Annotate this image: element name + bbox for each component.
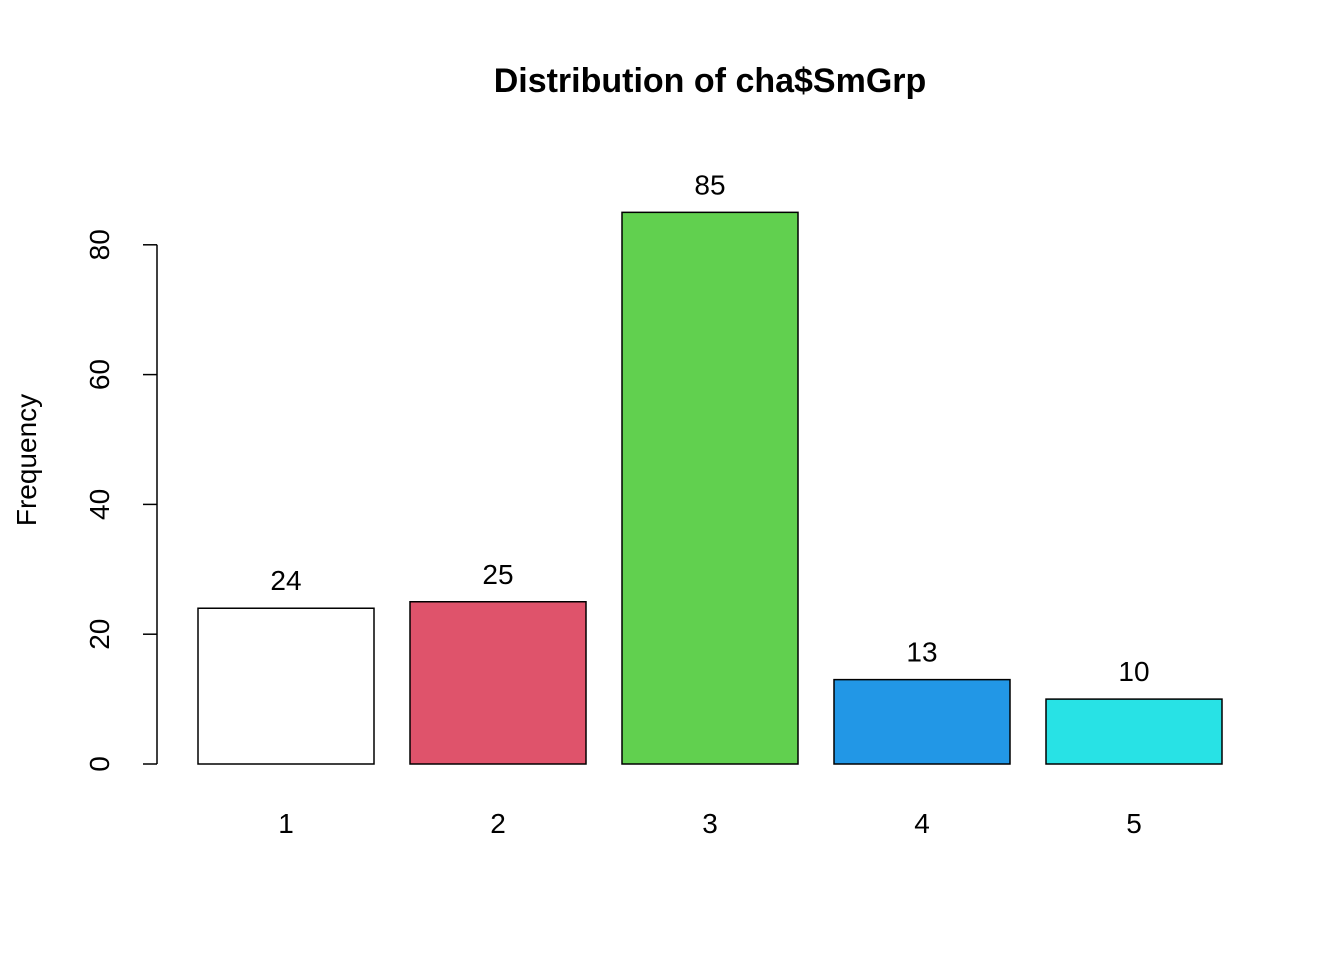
- y-tick-label: 40: [84, 489, 115, 520]
- bar-2: [409, 601, 587, 765]
- bar-1: [197, 607, 375, 765]
- y-tick-label: 60: [84, 359, 115, 390]
- category-label: 5: [1126, 808, 1142, 839]
- value-label: 10: [1118, 656, 1149, 687]
- value-label: 13: [906, 637, 937, 668]
- category-label: 2: [490, 808, 506, 839]
- value-label: 85: [694, 169, 725, 200]
- category-label: 4: [914, 808, 930, 839]
- y-tick-label: 20: [84, 619, 115, 650]
- bar-3: [621, 211, 799, 765]
- y-axis-title: Frequency: [11, 394, 42, 526]
- bars: 24 1 25 2 85 3 13 4 10 5: [197, 169, 1223, 839]
- bar-5: [1045, 698, 1223, 765]
- y-axis: 0 20 40 60 80: [84, 229, 158, 772]
- category-label: 1: [278, 808, 294, 839]
- value-label: 24: [270, 565, 301, 596]
- bar-4: [833, 678, 1011, 765]
- y-tick-label: 80: [84, 229, 115, 260]
- value-label: 25: [482, 559, 513, 590]
- category-label: 3: [702, 808, 718, 839]
- y-tick-label: 0: [84, 756, 115, 772]
- chart-title: Distribution of cha$SmGrp: [494, 62, 927, 100]
